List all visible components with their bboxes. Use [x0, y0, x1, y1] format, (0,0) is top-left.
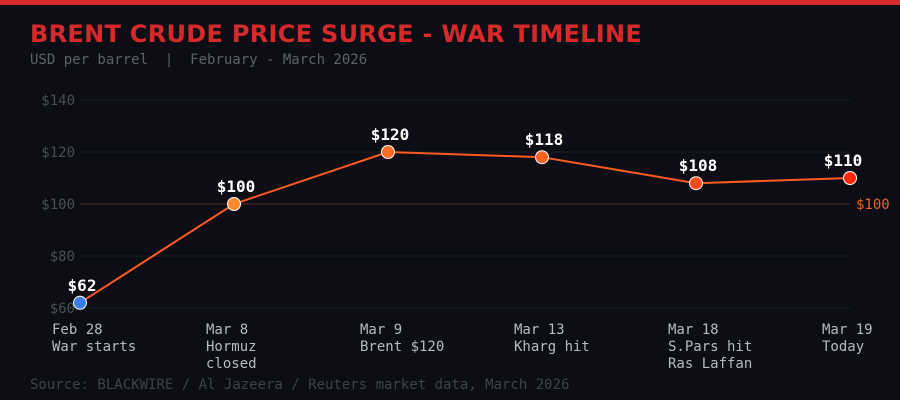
y-tick-label: $80 [50, 249, 75, 265]
x-tick-event: War starts [52, 339, 136, 355]
data-label: $110 [824, 151, 863, 170]
data-label: $62 [68, 276, 97, 295]
data-point [227, 197, 241, 211]
x-tick-event: Kharg hit [514, 339, 590, 355]
y-tick-label: $60 [50, 301, 75, 317]
data-point [535, 150, 549, 165]
reference-label: $100 [856, 197, 890, 213]
data-point [689, 176, 703, 191]
y-tick-label: $120 [41, 145, 75, 161]
x-tick-date: Mar 19 [822, 322, 873, 338]
x-tick-date: Mar 18 [668, 322, 719, 338]
data-point [381, 145, 395, 159]
top-accent-bar [0, 0, 900, 5]
x-tick-event: closed [206, 356, 257, 372]
x-tick-event: Ras Laffan [668, 356, 752, 372]
x-tick-date: Feb 28 [52, 322, 103, 338]
y-tick-label: $140 [41, 93, 75, 109]
data-point [843, 171, 857, 185]
data-label: $120 [371, 125, 410, 144]
x-tick-date: Mar 8 [206, 322, 248, 338]
series-line [79, 150, 851, 304]
chart-title: BRENT CRUDE PRICE SURGE - WAR TIMELINE [30, 20, 643, 48]
data-label: $118 [525, 130, 564, 149]
source-note: Source: BLACKWIRE / Al Jazeera / Reuters… [30, 377, 570, 393]
data-label: $100 [217, 177, 256, 196]
chart-subtitle: USD per barrel | February - March 2026 [30, 52, 368, 68]
x-tick-date: Mar 9 [360, 322, 402, 338]
data-point [73, 295, 87, 310]
y-tick-label: $100 [41, 197, 75, 213]
x-tick-event: S.Pars hit [668, 339, 752, 355]
x-tick-event: Brent $120 [360, 339, 444, 355]
x-tick-event: Hormuz [206, 339, 257, 355]
data-label: $108 [679, 156, 718, 175]
x-tick-event: Today [822, 339, 864, 355]
x-tick-date: Mar 13 [514, 322, 565, 338]
